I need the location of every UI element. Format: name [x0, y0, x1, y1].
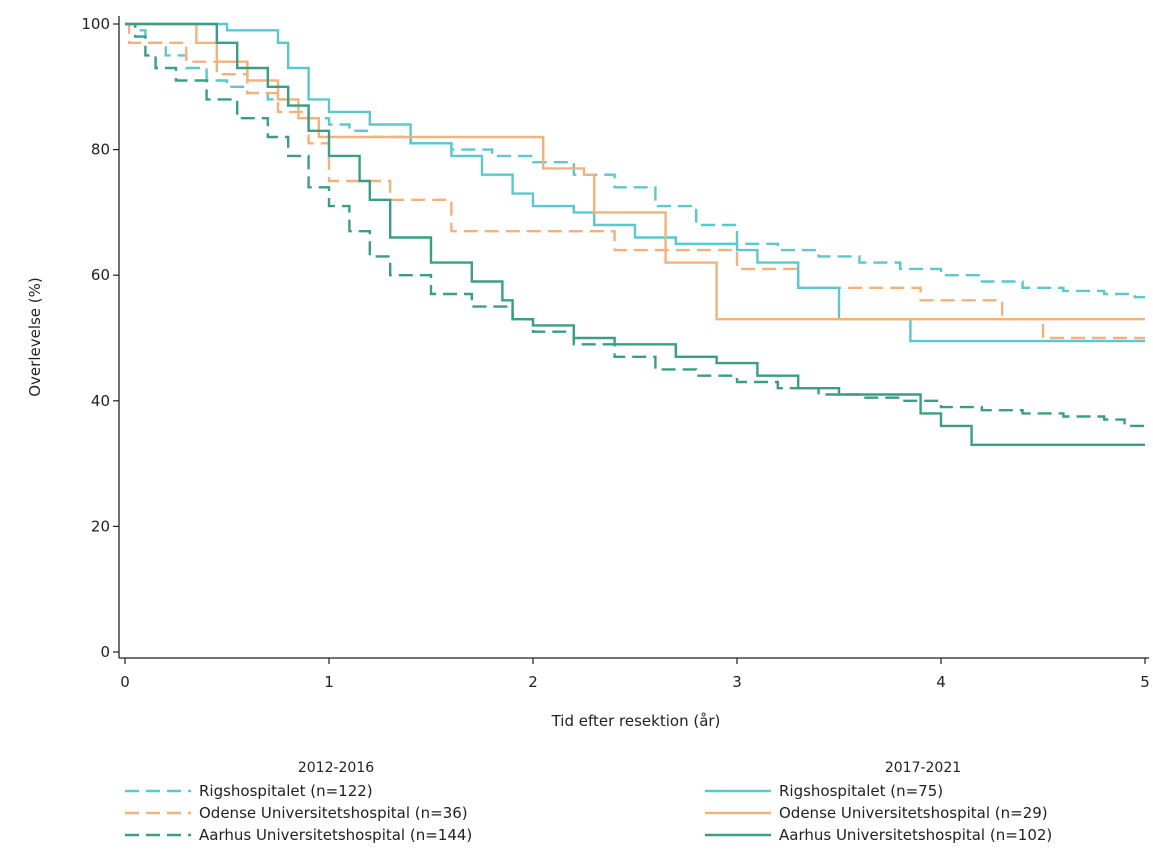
x-tick-label: 4: [936, 673, 946, 691]
y-tick-label: 100: [81, 15, 110, 33]
legend-label: Aarhus Universitetshospital (n=144): [199, 826, 472, 844]
legend-items: Rigshospitalet (n=122) Odense Universitet…: [125, 782, 1052, 844]
series-layer: [125, 22, 1147, 446]
y-axis-title: Overlevelse (%): [26, 277, 44, 397]
x-tick-label: 1: [324, 673, 334, 691]
y-tick-label: 40: [91, 392, 110, 410]
series-line: [125, 22, 1145, 299]
y-tick-label: 60: [91, 266, 110, 284]
x-tick-label: 2: [528, 673, 538, 691]
y-tick-label: 0: [100, 643, 110, 661]
y-ticks: 0 20 40 60 80 100: [81, 15, 119, 661]
y-tick-label: 80: [91, 141, 110, 159]
legend-label: Rigshospitalet (n=75): [779, 782, 943, 800]
y-tick-label: 20: [91, 517, 110, 535]
legend: 2012-2016 2017-2021 Rigshospitalet (n=12…: [125, 760, 1052, 844]
x-tick-label: 0: [120, 673, 130, 691]
legend-group-title: 2017-2021: [885, 760, 961, 776]
legend-label: Odense Universitetshospital (n=36): [199, 804, 468, 822]
x-tick-label: 3: [732, 673, 742, 691]
series-line: [125, 22, 1145, 321]
x-tick-label: 5: [1140, 673, 1150, 691]
series-line: [125, 22, 1145, 343]
x-ticks: 0 1 2 3 4 5: [120, 658, 1150, 691]
legend-label: Odense Universitetshospital (n=29): [779, 804, 1048, 822]
series-line: [125, 22, 1145, 340]
x-axis-title: Tid efter resektion (år): [551, 712, 721, 730]
plot-area: 0 20 40 60 80 100 0 1 2 3 4 5: [81, 15, 1149, 691]
series-line: [125, 22, 1145, 446]
legend-label: Rigshospitalet (n=122): [199, 782, 373, 800]
legend-label: Aarhus Universitetshospital (n=102): [779, 826, 1052, 844]
legend-group-title: 2012-2016: [298, 760, 374, 776]
